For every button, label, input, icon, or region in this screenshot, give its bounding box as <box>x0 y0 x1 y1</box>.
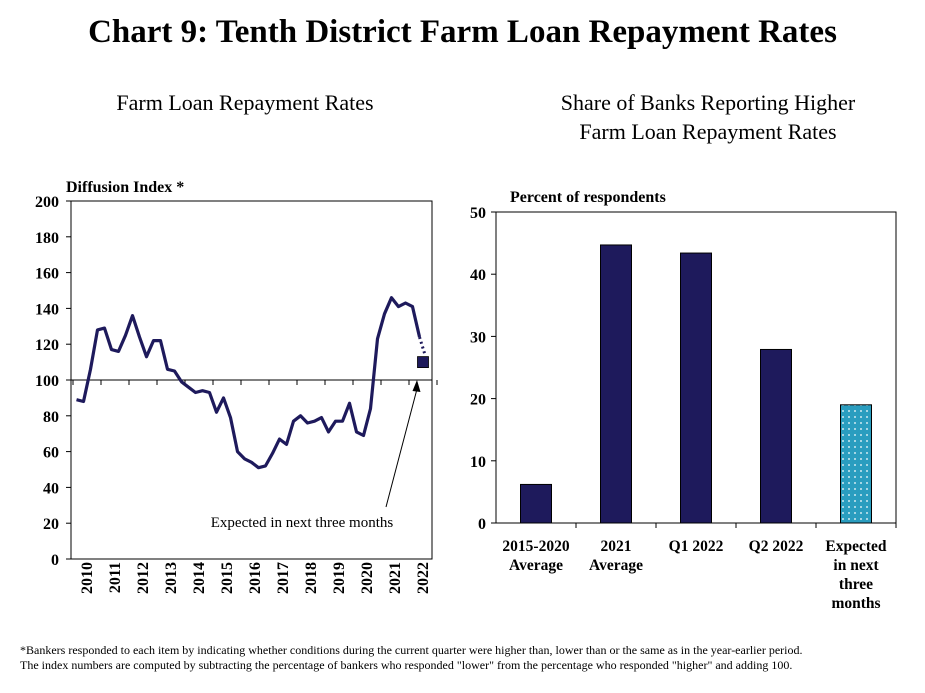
x-tick-label: 2019 <box>331 562 348 594</box>
bar-y-axis-title: Percent of respondents <box>510 189 666 206</box>
y-tick-label: 50 <box>470 205 486 222</box>
bar-2 <box>600 244 632 524</box>
line-chart-title-line-1: Farm Loan Repayment Rates <box>116 90 374 115</box>
x-category-label-line: in next <box>833 557 879 574</box>
projection-dots <box>418 336 426 354</box>
x-category-label: 2021 Average <box>589 538 643 574</box>
footnote-line-1: *Bankers responded to each item by indic… <box>20 643 803 657</box>
x-tick-label: 2012 <box>135 562 152 594</box>
x-category-label-line: Q2 2022 <box>749 538 804 555</box>
bar-chart: 0 10 20 30 40 50 Percent of respondents 2015-20… <box>470 189 897 612</box>
x-category-label-line: Expected <box>825 538 887 555</box>
y-tick-label: 30 <box>470 329 486 346</box>
x-category-label-line: months <box>831 595 880 612</box>
x-tick-label: 2015 <box>219 562 236 594</box>
y-tick-label: 60 <box>43 445 59 462</box>
y-tick-label: 80 <box>43 409 59 426</box>
x-category-label: Expected in next three months <box>825 538 887 612</box>
y-tick-label: 40 <box>470 267 486 284</box>
bar-4 <box>760 348 792 524</box>
annotation-label: Expected in next three months <box>211 515 394 531</box>
x-category-label-line: Q1 2022 <box>669 538 724 555</box>
x-tick-label: 2010 <box>79 562 96 594</box>
annotation-arrow <box>385 388 418 508</box>
x-tick-label: 2011 <box>107 562 124 593</box>
annotation-arrowhead <box>412 380 421 392</box>
line-chart: 0 20 40 60 80 100 120 140 160 180 200 2010 2011 2012 2… <box>35 179 438 594</box>
y-tick-label: 120 <box>35 337 59 354</box>
y-tick-label: 200 <box>35 194 59 211</box>
y-tick-label: 180 <box>35 230 59 247</box>
footnote: *Bankers responded to each item by indic… <box>20 643 920 673</box>
line-y-axis-title: Diffusion Index * <box>66 179 184 196</box>
bar-3 <box>680 252 712 524</box>
x-category-label: Q1 2022 <box>669 538 724 555</box>
y-tick-label: 0 <box>51 552 59 569</box>
bar-chart-title: Share of Banks Reporting Higher Farm Loan… <box>478 88 925 146</box>
bar-chart-title-line-1: Share of Banks Reporting Higher <box>560 90 856 115</box>
x-tick-label: 2017 <box>275 562 292 594</box>
x-tick-label: 2013 <box>163 562 180 594</box>
x-category-label-line: 2021 <box>601 538 632 555</box>
y-tick-label: 10 <box>470 454 486 471</box>
x-category-label-line: Average <box>589 557 643 574</box>
x-category-label: Q2 2022 <box>749 538 804 555</box>
x-tick-label: 2014 <box>191 562 208 594</box>
x-tick-label: 2018 <box>303 562 320 594</box>
footnote-line-2: The index numbers are computed by subtra… <box>20 658 793 672</box>
y-tick-label: 160 <box>35 266 59 283</box>
x-tick-label: 2020 <box>359 562 376 594</box>
y-tick-label: 140 <box>35 301 59 318</box>
line-chart-title: Farm Loan Repayment Rates <box>40 88 450 117</box>
x-category-label-line: three <box>839 576 873 593</box>
repayment-index-line <box>76 296 422 470</box>
x-category-label-line: Average <box>509 557 563 574</box>
y-tick-label: 0 <box>478 516 486 533</box>
bar-expected <box>840 404 872 524</box>
x-tick-label: 2022 <box>415 562 432 594</box>
y-tick-label: 100 <box>35 373 59 390</box>
y-tick-label: 20 <box>470 392 486 409</box>
y-tick-label: 20 <box>43 516 59 533</box>
y-tick-label: 40 <box>43 480 59 497</box>
expected-marker <box>417 356 429 369</box>
page-title: Chart 9: Tenth District Farm Loan Repaym… <box>88 14 837 50</box>
x-tick-label: 2016 <box>247 562 264 594</box>
bar-1 <box>520 483 552 524</box>
x-tick-label: 2021 <box>387 562 404 594</box>
x-category-label: 2015-2020 Average <box>502 538 569 574</box>
bar-chart-title-line-2: Farm Loan Repayment Rates <box>579 119 837 144</box>
x-category-label-line: 2015-2020 <box>502 538 569 555</box>
